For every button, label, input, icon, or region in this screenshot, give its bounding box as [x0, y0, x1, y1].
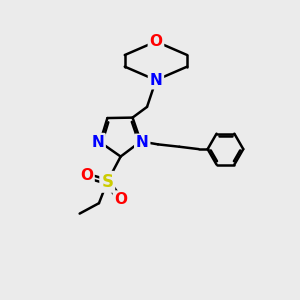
Text: O: O — [149, 34, 162, 49]
Text: N: N — [136, 135, 148, 150]
Text: O: O — [114, 192, 128, 207]
Text: N: N — [150, 73, 162, 88]
Text: N: N — [91, 135, 104, 150]
Text: O: O — [80, 168, 93, 183]
Text: S: S — [101, 173, 113, 191]
